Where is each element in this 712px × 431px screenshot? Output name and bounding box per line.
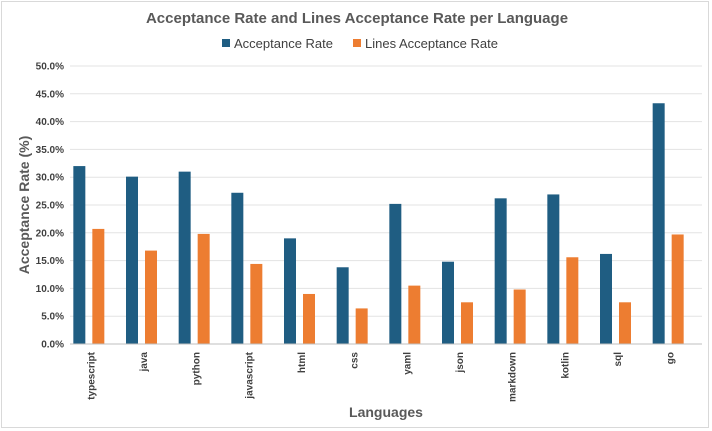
- bar-lines-acceptance-rate-css: [355, 308, 368, 344]
- x-tick-label: typescript: [86, 351, 97, 399]
- x-tick-label: html: [297, 352, 308, 373]
- x-tick-label: java: [139, 352, 150, 373]
- x-tick-label: json: [455, 352, 466, 374]
- legend: Acceptance Rate Lines Acceptance Rate: [222, 36, 498, 51]
- bar-lines-acceptance-rate-markdown: [513, 289, 526, 344]
- bar-lines-acceptance-rate-python: [197, 233, 210, 344]
- bar-acceptance-rate-yaml: [389, 203, 402, 344]
- bar-acceptance-rate-markdown: [494, 198, 507, 344]
- y-tick-label: 0.0%: [41, 340, 64, 351]
- legend-swatch-lines-acceptance-rate: [353, 39, 361, 47]
- y-tick-label: 35.0%: [36, 145, 64, 156]
- bar-acceptance-rate-java: [126, 176, 138, 344]
- bar-acceptance-rate-sql: [600, 253, 612, 344]
- y-tick-label: 50.0%: [36, 62, 64, 73]
- y-tick-label: 25.0%: [36, 201, 64, 212]
- bar-acceptance-rate-html: [284, 238, 296, 344]
- x-axis-label: Languages: [349, 404, 423, 420]
- x-tick-label: css: [350, 352, 361, 369]
- bar-acceptance-rate-kotlin: [547, 194, 560, 344]
- bar-acceptance-rate-python: [178, 171, 191, 344]
- bar-lines-acceptance-rate-kotlin: [566, 257, 579, 344]
- y-tick-label: 15.0%: [36, 256, 64, 267]
- bar-acceptance-rate-go: [652, 103, 665, 344]
- x-tick-label: python: [192, 352, 203, 385]
- y-tick-label: 10.0%: [36, 284, 64, 295]
- legend-swatch-acceptance-rate: [222, 39, 230, 47]
- x-tick-label: go: [666, 352, 677, 364]
- x-tick-label: kotlin: [560, 352, 571, 379]
- bar-lines-acceptance-rate-sql: [619, 302, 631, 344]
- bar-acceptance-rate-json: [442, 261, 454, 344]
- bar-acceptance-rate-javascript: [231, 192, 244, 344]
- x-axis-ticks: typescript java python javascript html css yam…: [86, 351, 676, 402]
- bar-lines-acceptance-rate-typescript: [92, 228, 105, 344]
- y-tick-label: 45.0%: [36, 89, 64, 100]
- bar-lines-acceptance-rate-java: [145, 250, 157, 344]
- y-axis-label: Acceptance Rate (%): [16, 136, 32, 275]
- gridlines: [70, 65, 702, 317]
- bar-lines-acceptance-rate-json: [461, 302, 473, 344]
- y-tick-label: 5.0%: [41, 312, 64, 323]
- chart-title: Acceptance Rate and Lines Acceptance Rat…: [146, 10, 568, 27]
- x-tick-label: javascript: [244, 351, 255, 399]
- legend-label-acceptance-rate: Acceptance Rate: [234, 36, 333, 51]
- bars: [73, 103, 684, 344]
- y-tick-label: 40.0%: [36, 117, 64, 128]
- bar-acceptance-rate-css: [336, 267, 349, 344]
- bar-lines-acceptance-rate-javascript: [250, 263, 263, 344]
- y-tick-label: 30.0%: [36, 173, 64, 184]
- bar-acceptance-rate-typescript: [73, 166, 86, 344]
- y-tick-label: 20.0%: [36, 228, 64, 239]
- bar-lines-acceptance-rate-html: [303, 293, 315, 344]
- legend-label-lines-acceptance-rate: Lines Acceptance Rate: [365, 36, 498, 51]
- x-tick-label: yaml: [402, 352, 413, 375]
- bar-lines-acceptance-rate-yaml: [408, 285, 421, 344]
- x-tick-label: markdown: [508, 352, 519, 402]
- y-axis-ticks: 0.0% 5.0% 10.0% 15.0% 20.0% 25.0% 30.0% 35.0% 40…: [36, 62, 64, 351]
- bar-lines-acceptance-rate-go: [671, 234, 684, 344]
- x-tick-label: sql: [613, 352, 624, 367]
